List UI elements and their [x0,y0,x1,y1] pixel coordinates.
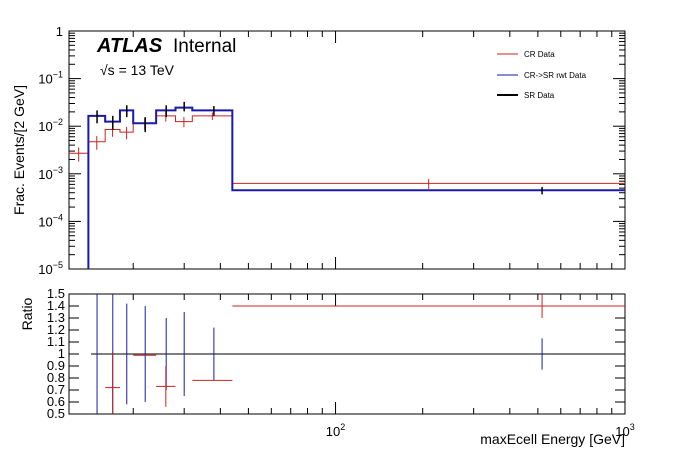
ratio-panel: 0.50.60.70.80.911.11.21.31.41.5 102 103 R… [19,286,635,447]
y-tick-label: 10−1 [38,70,63,87]
legend-label-cr-data: CR Data [524,50,555,59]
legend-label-cr-sr-rwt-data: CR->SR rwt Data [524,71,587,80]
main-plot-area [69,101,625,269]
ratio-y-tick-label: 1.4 [47,298,65,313]
ratio-y-tick-label: 1 [58,346,65,361]
ratio-y-tick-label: 0.7 [47,382,65,397]
ratio-y-tick-label: 1.3 [47,310,65,325]
ratio-y-tick-label: 0.8 [47,370,65,385]
main-panel: 10−5 10−4 10−3 10−2 10−1 1 Frac. Events/[2 Ge… [11,24,626,277]
ratio-y-tick-label: 1.2 [47,322,65,337]
legend-label-sr-data: SR Data [524,91,555,100]
legend: CR Data CR->SR rwt Data SR Data [497,50,587,100]
main-y-axis: 10−5 10−4 10−3 10−2 10−1 1 [38,24,625,277]
ratio-x-axis: 102 103 [132,294,635,439]
ratio-y-tick-label: 0.9 [47,358,65,373]
x-tick-label: 103 [615,422,634,439]
atlas-label: ATLAS [96,35,163,57]
ratio-y-axis-label: Ratio [19,297,35,330]
main-y-axis-label: Frac. Events/[2 GeV] [11,85,27,215]
y-tick-label: 10−2 [38,117,63,134]
main-panel-frame [68,30,626,270]
ratio-y-tick-label: 1.1 [47,334,65,349]
x-axis-label: maxEcell Energy [GeV] [480,431,625,447]
x-tick-label: 102 [326,422,345,439]
y-tick-label: 10−3 [38,165,63,182]
main-x-minor-ticks [132,31,613,269]
cr-sr-rwt-data-line [87,106,625,269]
y-tick-label: 1 [56,24,63,39]
internal-label: Internal [173,36,236,57]
y-tick-label: 10−5 [38,260,63,277]
y-tick-label: 10−4 [38,212,63,229]
ratio-y-axis: 0.50.60.70.80.911.11.21.31.41.5 [47,286,625,421]
ratio-plot-area [91,294,625,414]
cr-data-line [69,115,625,184]
energy-label: √s = 13 TeV [100,62,175,78]
ratio-y-tick-label: 0.5 [47,406,65,421]
ratio-y-tick-label: 0.6 [47,394,65,409]
ratio-y-tick-label: 1.5 [47,286,65,301]
